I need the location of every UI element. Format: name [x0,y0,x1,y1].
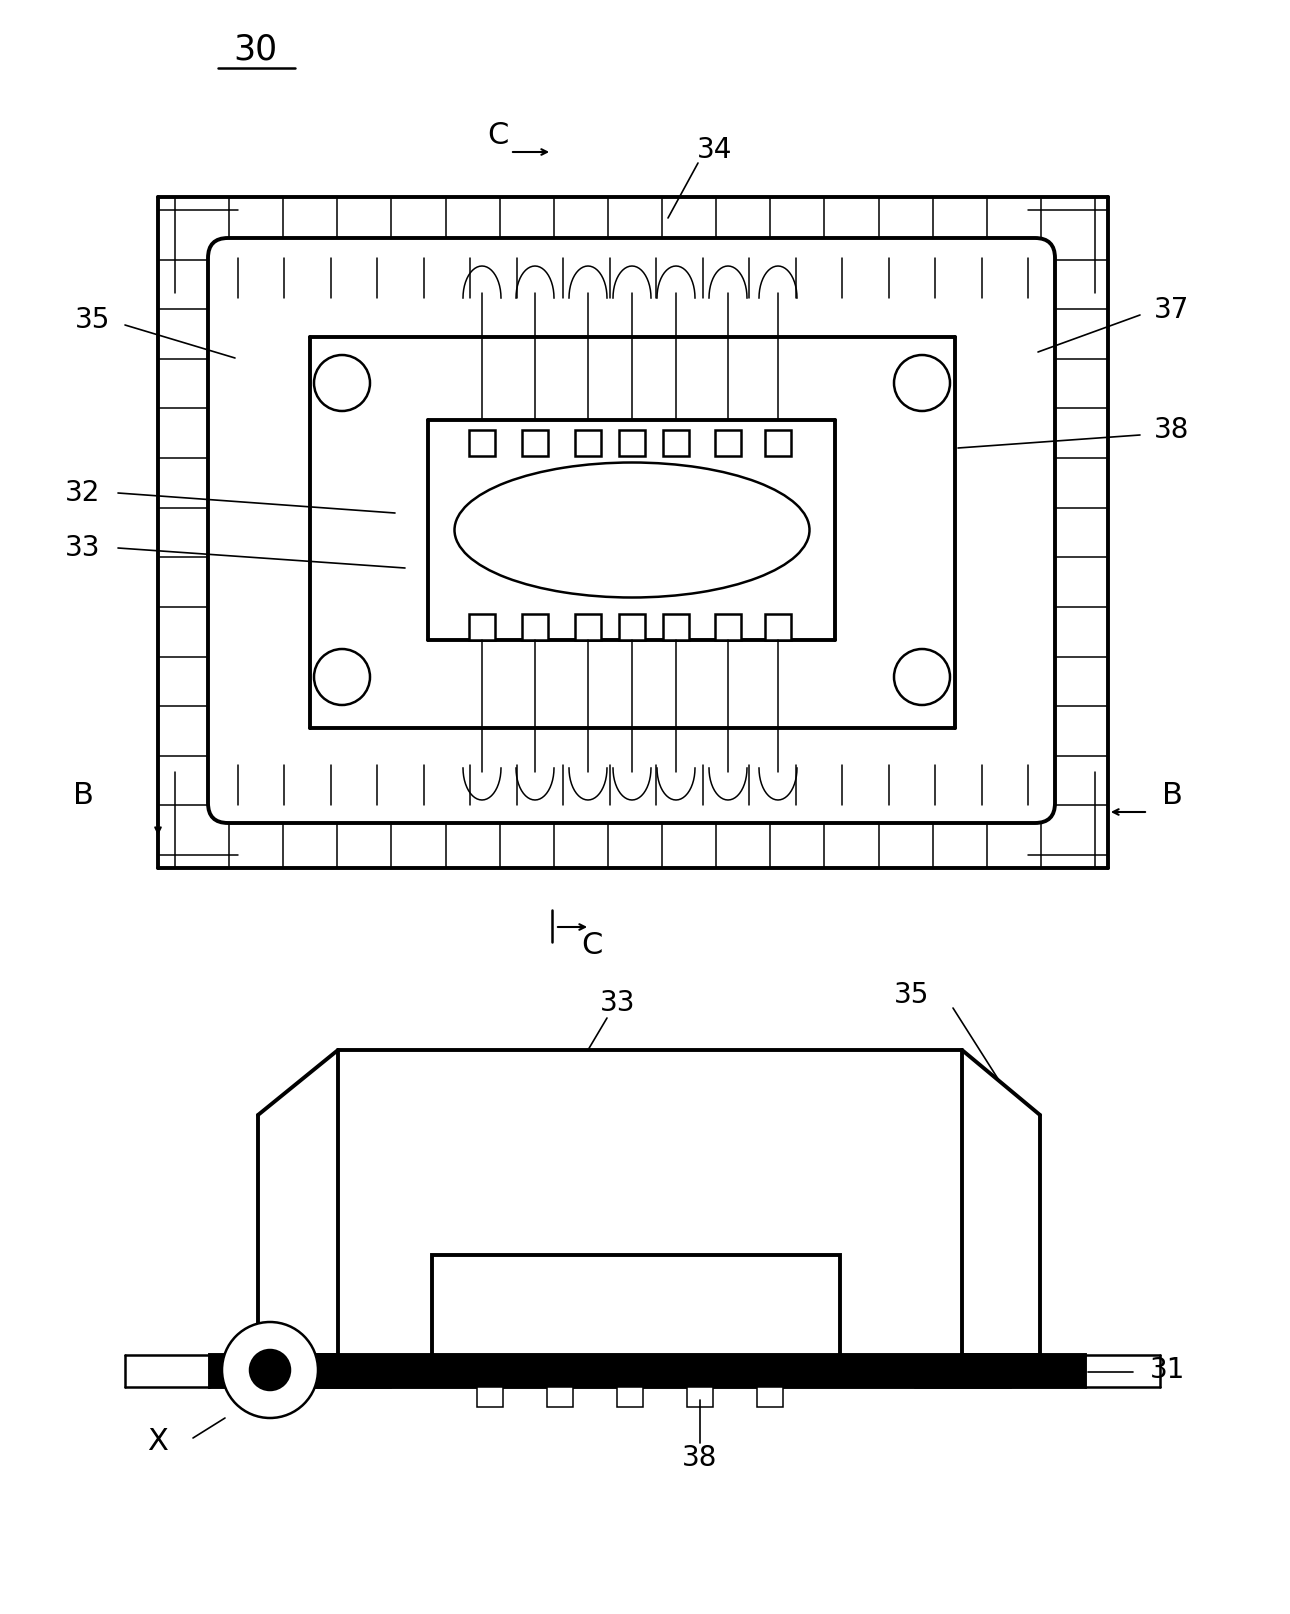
Bar [295,1356,390,1386]
Text: B: B [72,781,93,810]
Bar [617,1386,642,1407]
Text: 35: 35 [894,981,930,1009]
Bar [663,613,689,641]
Bar [757,1386,783,1407]
Bar [715,429,740,457]
Bar [547,1386,573,1407]
FancyBboxPatch shape [208,237,1055,823]
Text: C: C [582,931,602,959]
Bar [688,1386,713,1407]
Bar [765,613,791,641]
Circle shape [894,649,949,705]
Text: 37: 37 [1155,295,1189,324]
Bar [470,613,495,641]
Text: B: B [1161,781,1183,810]
Text: 34: 34 [698,136,733,165]
Bar [915,1356,1010,1386]
Circle shape [222,1322,319,1419]
Bar [470,429,495,457]
Bar [575,429,601,457]
Text: 38: 38 [1155,416,1189,444]
Text: 38: 38 [682,1445,717,1472]
Bar [765,429,791,457]
Circle shape [313,649,370,705]
Circle shape [894,355,949,412]
Text: 33: 33 [66,534,101,562]
Text: 35: 35 [75,307,111,334]
Bar [715,613,740,641]
Text: C: C [488,121,508,150]
Text: 32: 32 [66,479,101,507]
Bar [522,429,548,457]
Bar [210,1356,1085,1386]
Bar [619,429,645,457]
Bar [432,1256,840,1356]
Bar [619,613,645,641]
Text: 30: 30 [233,32,277,68]
Bar [663,429,689,457]
Bar [477,1386,503,1407]
Circle shape [250,1349,290,1390]
Circle shape [313,355,370,412]
Text: 31: 31 [1151,1356,1186,1383]
Text: 33: 33 [600,989,636,1017]
Text: X: X [147,1427,169,1456]
Bar [522,613,548,641]
Bar [575,613,601,641]
